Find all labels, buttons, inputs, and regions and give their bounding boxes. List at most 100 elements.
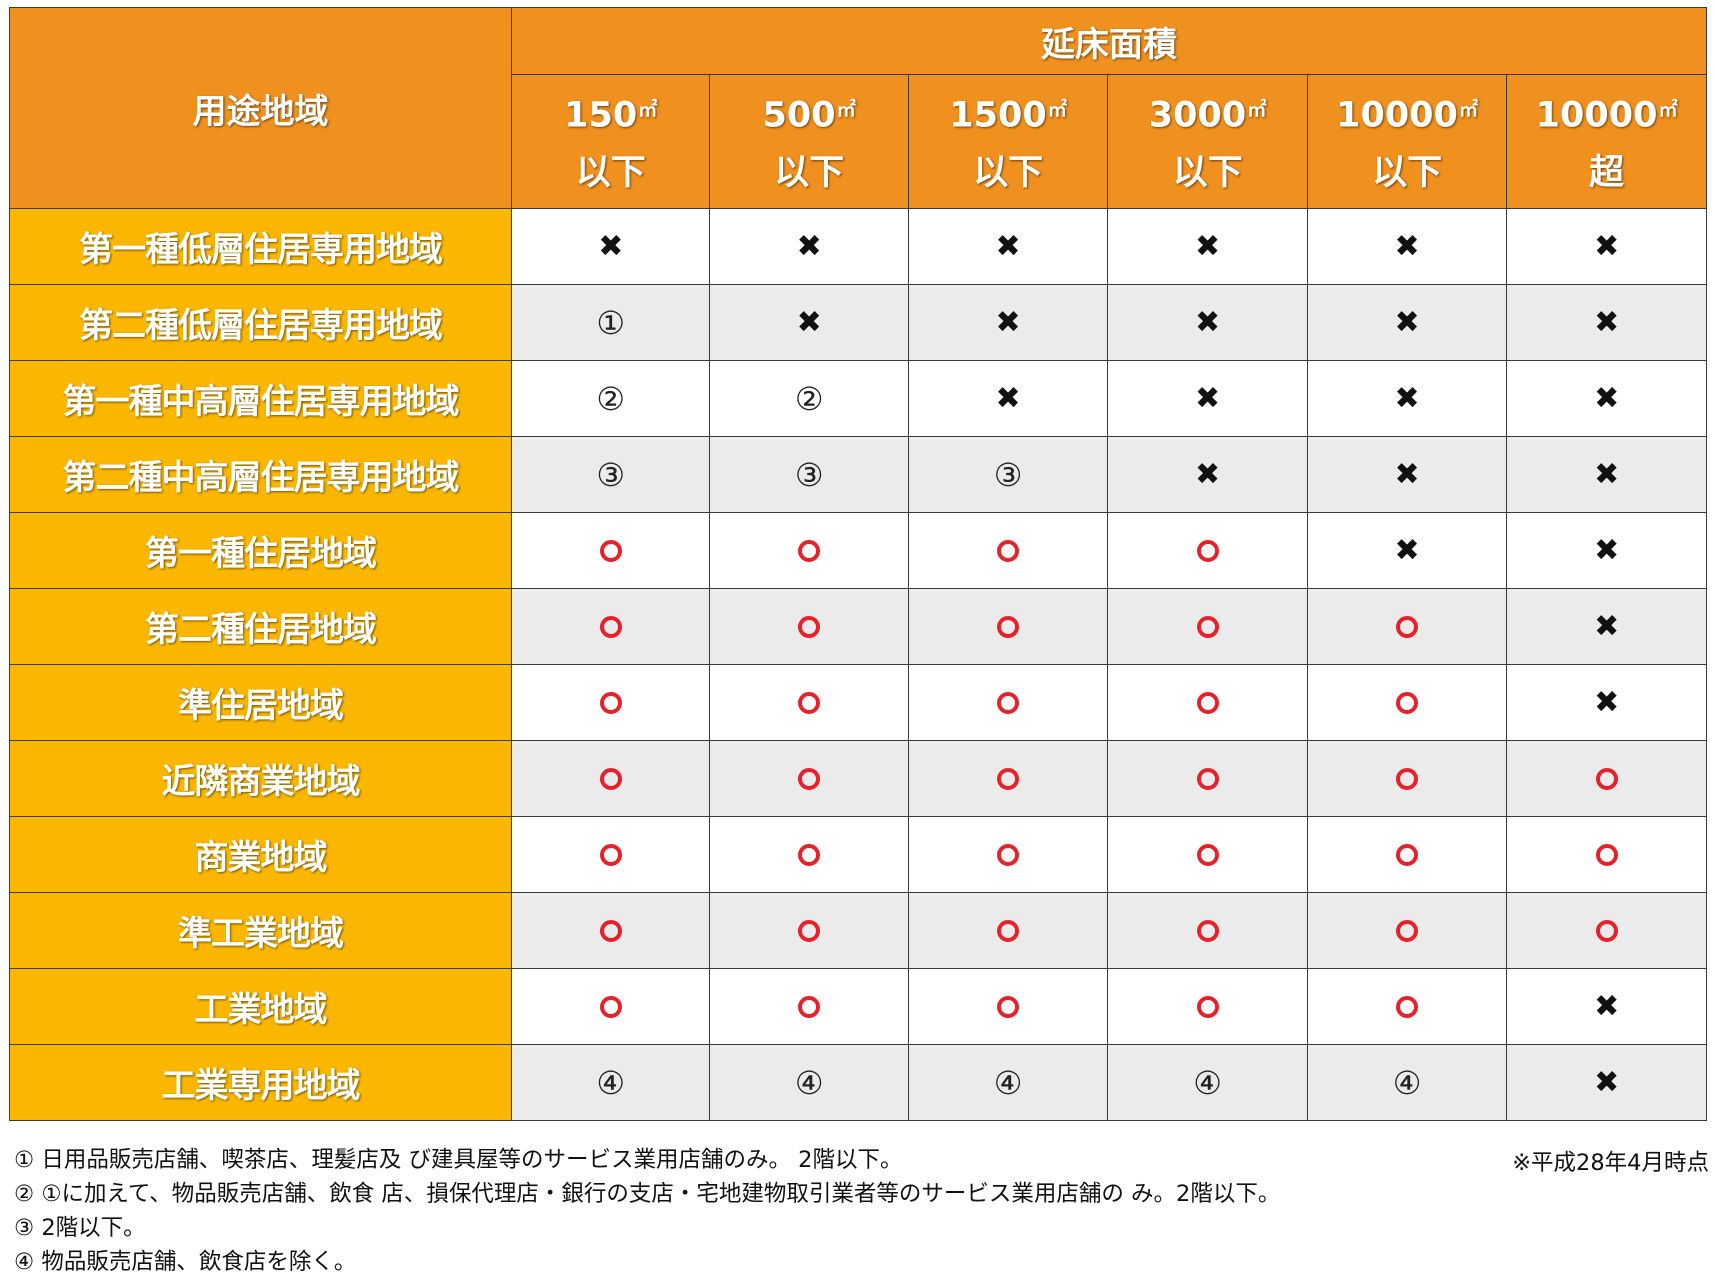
allowed-circle-icon	[599, 615, 622, 638]
footnote-3: ③ 2階以下。	[14, 1215, 146, 1241]
size-value: 10000㎡	[1308, 81, 1507, 145]
allowed-circle-icon	[798, 843, 821, 866]
size-qualifier: 以下	[774, 153, 845, 194]
zone-name: 第一種低層住居専用地域	[8, 208, 513, 285]
allowed-circle-icon	[798, 995, 821, 1018]
allowed-circle-icon	[1595, 919, 1618, 942]
allowed-circle-icon	[997, 691, 1020, 714]
condition-note-mark: ④	[993, 1063, 1023, 1102]
permission-cell	[1107, 588, 1308, 665]
table-row: 準工業地域	[8, 892, 1707, 969]
allowed-circle-icon	[798, 691, 821, 714]
zone-name: 近隣商業地域	[8, 740, 513, 817]
permission-cell: ✖	[1306, 360, 1508, 437]
column-header-floor-area: 延床面積	[511, 7, 1707, 75]
zone-name: 準工業地域	[8, 892, 513, 969]
permission-cell: ✖	[907, 284, 1109, 361]
column-header-size: 3000㎡ 以下	[1107, 74, 1308, 209]
permission-cell: ②	[709, 360, 909, 437]
allowed-circle-icon	[1396, 919, 1419, 942]
permission-cell	[1306, 968, 1508, 1045]
square-meter-unit: ㎡	[638, 97, 658, 121]
permission-cell	[907, 588, 1109, 665]
permission-cell	[907, 512, 1109, 589]
not-allowed-cross-icon: ✖	[1195, 228, 1221, 264]
allowed-circle-icon	[1396, 995, 1419, 1018]
allowed-circle-icon	[599, 919, 622, 942]
permission-cell: ✖	[1306, 512, 1508, 589]
column-header-zone: 用途地域	[8, 7, 513, 209]
permission-cell: ✖	[1306, 284, 1508, 361]
permission-cell: ✖	[1506, 1044, 1707, 1121]
allowed-circle-icon	[1196, 691, 1219, 714]
permission-cell	[511, 816, 711, 893]
size-qualifier: 以下	[1372, 153, 1443, 194]
table-row: 準住居地域 ✖	[8, 664, 1707, 741]
condition-note-mark: ③	[596, 455, 626, 494]
size-qualifier: 超	[1589, 153, 1625, 194]
permission-cell	[907, 968, 1109, 1045]
size-number: 3000	[1148, 95, 1247, 136]
permission-cell: ✖	[1506, 436, 1707, 513]
not-allowed-cross-icon: ✖	[1594, 608, 1620, 644]
not-allowed-cross-icon: ✖	[1594, 684, 1620, 720]
size-value: 500㎡	[710, 81, 907, 145]
permission-cell	[1107, 816, 1308, 893]
allowed-circle-icon	[997, 995, 1020, 1018]
allowed-circle-icon	[1196, 919, 1219, 942]
permission-cell: ✖	[1107, 360, 1308, 437]
allowed-circle-icon	[997, 539, 1020, 562]
permission-cell	[511, 588, 711, 665]
permission-cell: ④	[511, 1044, 711, 1121]
table-row: 工業専用地域 ④ ④ ④ ④ ④ ✖	[8, 1044, 1707, 1121]
not-allowed-cross-icon: ✖	[1594, 304, 1620, 340]
permission-cell	[907, 892, 1109, 969]
permission-cell: ✖	[1107, 208, 1308, 285]
zone-name: 第二種中高層住居専用地域	[8, 436, 513, 513]
allowed-circle-icon	[798, 539, 821, 562]
allowed-circle-icon	[1396, 843, 1419, 866]
permission-cell: ④	[1107, 1044, 1308, 1121]
permission-cell: ③	[511, 436, 711, 513]
not-allowed-cross-icon: ✖	[1195, 456, 1221, 492]
size-qualifier: 以下	[973, 153, 1044, 194]
permission-cell	[907, 664, 1109, 741]
allowed-circle-icon	[1595, 843, 1618, 866]
allowed-circle-icon	[1396, 615, 1419, 638]
permission-cell	[1306, 588, 1508, 665]
allowed-circle-icon	[997, 843, 1020, 866]
permission-cell: ✖	[1506, 208, 1707, 285]
permission-cell: ✖	[907, 360, 1109, 437]
allowed-circle-icon	[997, 919, 1020, 942]
permission-cell: ④	[1306, 1044, 1508, 1121]
condition-note-mark: ③	[794, 455, 824, 494]
not-allowed-cross-icon: ✖	[1594, 456, 1620, 492]
permission-cell	[1107, 892, 1308, 969]
condition-note-mark: ①	[596, 303, 626, 342]
permission-cell	[1506, 816, 1707, 893]
permission-cell: ④	[709, 1044, 909, 1121]
not-allowed-cross-icon: ✖	[1394, 228, 1420, 264]
condition-note-mark: ④	[1392, 1063, 1422, 1102]
not-allowed-cross-icon: ✖	[995, 228, 1021, 264]
not-allowed-cross-icon: ✖	[1594, 1064, 1620, 1100]
size-number: 1500	[949, 95, 1047, 136]
allowed-circle-icon	[1196, 843, 1219, 866]
permission-cell	[511, 892, 711, 969]
table-row: 第二種住居地域 ✖	[8, 588, 1707, 665]
allowed-circle-icon	[1396, 767, 1419, 790]
condition-note-mark: ②	[596, 379, 626, 418]
permission-cell	[511, 968, 711, 1045]
allowed-circle-icon	[599, 691, 622, 714]
not-allowed-cross-icon: ✖	[796, 228, 822, 264]
allowed-circle-icon	[798, 767, 821, 790]
permission-cell	[511, 664, 711, 741]
table-row: 工業地域 ✖	[8, 968, 1707, 1045]
permission-cell: ✖	[511, 208, 711, 285]
not-allowed-cross-icon: ✖	[1195, 380, 1221, 416]
allowed-circle-icon	[599, 539, 622, 562]
not-allowed-cross-icon: ✖	[1594, 532, 1620, 568]
permission-cell: ✖	[1306, 436, 1508, 513]
size-value: 3000㎡	[1108, 81, 1307, 145]
